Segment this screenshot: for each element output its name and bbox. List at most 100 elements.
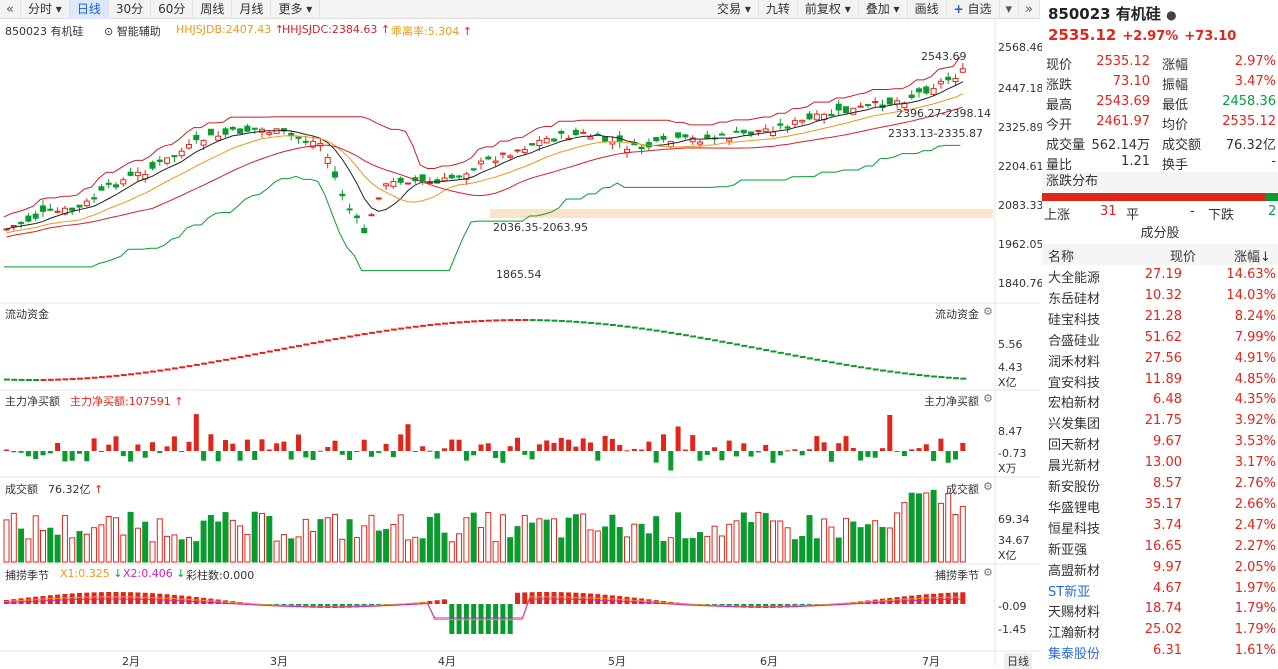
quote-label: 今开 [1046, 118, 1073, 133]
tab-more[interactable]: 更多 ▾ [271, 0, 321, 19]
col-pct[interactable]: 涨幅↓ [1234, 250, 1271, 265]
gear-icon[interactable]: ⚙ [983, 305, 993, 318]
candle [353, 215, 360, 219]
chart-area[interactable]: 850023 有机硅 ⊙ 智能辅助 HHJSJDB:2407.43 ↑ HHJS… [0, 19, 1044, 669]
net-buy-bar [405, 424, 411, 451]
candle [10, 225, 17, 228]
pct-change: +2.97% [1122, 29, 1179, 44]
constituent-row[interactable]: 东岳硅材 10.32 14.03% [1042, 286, 1278, 307]
capture-bar [98, 592, 104, 604]
candle [624, 148, 630, 153]
gear-icon[interactable]: ⚙ [983, 566, 993, 579]
tab-weekly[interactable]: 周线 [193, 0, 233, 19]
adjust-menu[interactable]: 前复权 ▾ [798, 0, 859, 19]
tab-60min[interactable]: 60分 [151, 0, 194, 19]
constituent-row[interactable]: 华盛锂电 35.17 2.66% [1042, 495, 1278, 516]
period-label[interactable]: 日线 [1004, 653, 1032, 669]
constituent-row[interactable]: 宜安科技 11.89 4.85% [1042, 370, 1278, 391]
tab-30min[interactable]: 30分 [109, 0, 152, 19]
volume-bar [244, 533, 251, 563]
quote-label: 换手 [1162, 158, 1189, 173]
constituent-row[interactable]: 润禾材料 27.56 4.91% [1042, 349, 1278, 370]
month-label: 3月 [270, 655, 288, 668]
arrow-up-icon: ↑ [174, 395, 184, 408]
add-watchlist-button[interactable]: + 自选 [947, 0, 1000, 19]
net-buy-bar [799, 451, 805, 456]
capture-bar [179, 595, 185, 604]
net-buy-bar [923, 444, 929, 451]
net-buy-bar [712, 447, 718, 451]
flow-mark [442, 322, 448, 325]
dist-bar-down [1265, 193, 1278, 201]
volume-bar [799, 536, 806, 563]
flow-mark [828, 361, 835, 364]
kline-chart[interactable] [0, 19, 1040, 666]
collapse-left-icon[interactable]: « [0, 0, 21, 19]
constituent-row[interactable]: 回天新材 9.67 3.53% [1042, 432, 1278, 453]
volume-bar [353, 537, 360, 563]
candle [288, 133, 295, 136]
flow-mark [770, 350, 777, 353]
volume-bar [536, 518, 543, 563]
constituent-row[interactable]: 恒星科技 3.74 2.47% [1042, 516, 1278, 537]
constituent-row[interactable]: 硅宝科技 21.28 8.24% [1042, 307, 1278, 328]
constituent-row[interactable]: 合盛硅业 51.62 7.99% [1042, 328, 1278, 349]
info-icon[interactable]: ● [1166, 8, 1177, 22]
constituent-row[interactable]: 江瀚新材 25.02 1.79% [1042, 620, 1278, 641]
stock-name: 大全能源 [1048, 271, 1101, 286]
net-buy-bar [690, 435, 696, 451]
constituent-row[interactable]: 宏柏新材 6.48 4.35% [1042, 390, 1278, 411]
constituent-row[interactable]: 晨光新材 13.00 3.17% [1042, 453, 1278, 474]
volume-bar [375, 530, 382, 563]
collapse-right-icon[interactable]: » [1019, 0, 1040, 19]
constituent-row[interactable]: 高盟新材 9.97 2.05% [1042, 558, 1278, 579]
volume-bar [697, 532, 703, 563]
volume-bar [76, 531, 83, 563]
volume-bar [945, 493, 952, 563]
capture-bar [142, 592, 148, 604]
net-buy-bar [69, 451, 75, 461]
ma1-legend: HHJSJDB:2407.43 ↑ [176, 23, 284, 36]
col-name[interactable]: 名称 [1048, 250, 1075, 265]
gear-icon[interactable]: ⚙ [983, 392, 993, 405]
candle [25, 215, 32, 222]
nine-turn-button[interactable]: 九转 [759, 0, 798, 19]
draw-line-button[interactable]: 画线 [908, 0, 947, 19]
stock-name: 华盛锂电 [1048, 500, 1101, 516]
flow-mark [237, 356, 244, 359]
quote-label: 最低 [1162, 98, 1189, 113]
net-buy-bar [442, 448, 447, 451]
constituent-row[interactable]: 集泰股份 6.31 1.61% [1042, 641, 1278, 662]
net-buy-bar [317, 450, 323, 452]
candle [91, 197, 98, 200]
chevron-down-icon[interactable]: ▾ [1000, 0, 1020, 19]
constituent-row[interactable]: 天赐材料 18.74 1.79% [1042, 599, 1278, 620]
constituent-row[interactable]: 兴发集团 21.75 3.92% [1042, 411, 1278, 432]
tab-daily[interactable]: 日线 [69, 0, 109, 19]
constituent-row[interactable]: 新亚强 16.65 2.27% [1042, 537, 1278, 558]
gear-icon[interactable]: ⚙ [983, 480, 993, 493]
flow-mark [602, 323, 609, 326]
volume-panel-value: 76.32亿 ↑ [48, 481, 103, 497]
stock-name: 新安股份 [1048, 480, 1101, 495]
down-count: 2 [1268, 204, 1277, 219]
flow-mark [164, 368, 171, 371]
net-buy-bar [588, 442, 593, 451]
constituent-row[interactable]: 新安股份 8.57 2.76% [1042, 474, 1278, 495]
ma2-legend: HHJSJDC:2384.63 ↑ [282, 23, 390, 36]
net-buy-bar [208, 434, 214, 451]
candle [587, 136, 594, 140]
capture-bar [938, 593, 944, 604]
constituent-row[interactable]: 大全能源 27.19 14.63% [1042, 265, 1278, 286]
tab-monthly[interactable]: 月线 [232, 0, 272, 19]
flow-mark [646, 328, 653, 331]
volume-bar [828, 526, 835, 563]
constituent-row[interactable]: ST新亚 4.67 1.97% [1042, 579, 1278, 600]
trade-menu[interactable]: 交易 ▾ [710, 0, 759, 19]
col-price[interactable]: 现价 [1170, 250, 1197, 265]
smart-assist-toggle[interactable]: ⊙ 智能辅助 [104, 23, 161, 39]
overlay-menu[interactable]: 叠加 ▾ [859, 0, 908, 19]
capture-bar [953, 592, 958, 604]
tab-timeshare[interactable]: 分时 ▾ [21, 0, 70, 19]
net-buy-bar [77, 451, 82, 454]
